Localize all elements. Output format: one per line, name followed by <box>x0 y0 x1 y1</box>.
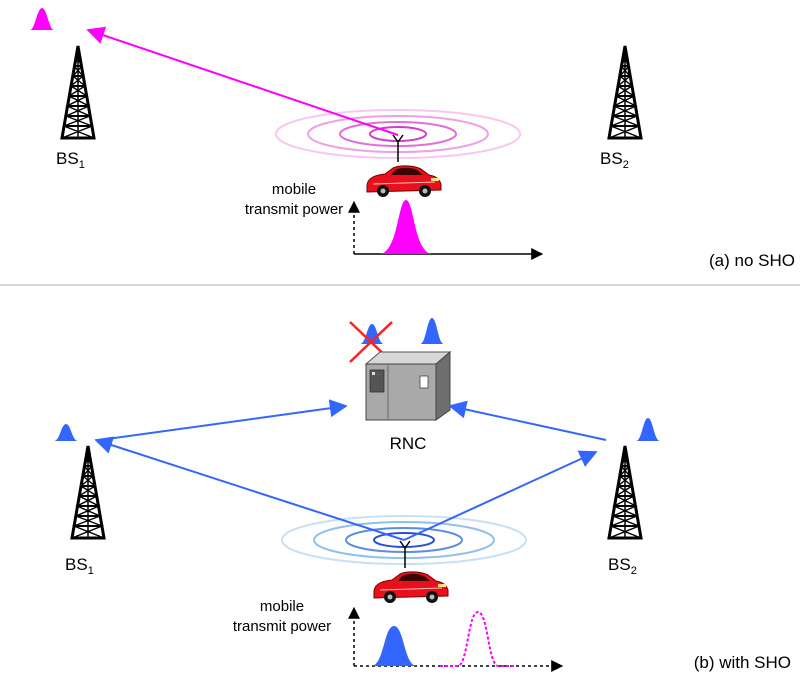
bs2-received-pulse <box>618 418 678 441</box>
uplink-arrow-bs1 <box>94 436 405 541</box>
bs1-tower-icon <box>70 444 106 540</box>
bs2-tower-icon <box>607 44 643 140</box>
rnc-label: RNC <box>390 434 427 453</box>
power-axis-label-line1: mobile <box>272 181 316 198</box>
bs2-label: BS2 <box>600 149 629 171</box>
antenna-icon <box>392 134 404 162</box>
bs2-tower-icon <box>607 444 643 540</box>
power-axis-label-line2: transmit power <box>233 618 331 635</box>
car-icon <box>366 165 442 198</box>
antenna-icon <box>399 540 411 568</box>
transmit-power-pulse-sho <box>358 626 432 666</box>
uplink-arrow-bs2 <box>403 450 598 541</box>
panel-no-sho: BS1 BS2 mobile transmit power (a) no SHO <box>8 8 795 270</box>
rnc-pulse-discarded <box>348 324 396 344</box>
bs2-to-rnc-arrow <box>448 400 607 441</box>
bs2-label: BS2 <box>608 555 637 577</box>
caption-a: (a) no SHO <box>709 251 795 270</box>
uplink-arrow-bs1 <box>86 26 399 136</box>
rnc-cabinet-icon <box>364 350 452 421</box>
power-axis-label-line2: transmit power <box>245 201 343 218</box>
car-icon <box>373 571 449 604</box>
bs1-label: BS1 <box>56 149 85 171</box>
rnc-pulse-selected <box>406 318 458 344</box>
panel-with-sho: RNC BS1 BS2 mobile transmit power <box>36 318 791 672</box>
transmit-power-pulse <box>362 200 450 254</box>
radiation-rings <box>281 515 527 565</box>
bs1-tower-icon <box>60 44 96 140</box>
bs1-label: BS1 <box>65 555 94 577</box>
power-axis-label-line1: mobile <box>260 598 304 615</box>
bs1-to-rnc-arrow <box>99 399 348 441</box>
transmit-power-pulse-no-sho <box>440 610 516 667</box>
bs1-received-pulse <box>36 424 96 441</box>
caption-b: (b) with SHO <box>694 653 791 672</box>
bs1-received-pulse <box>8 8 76 30</box>
